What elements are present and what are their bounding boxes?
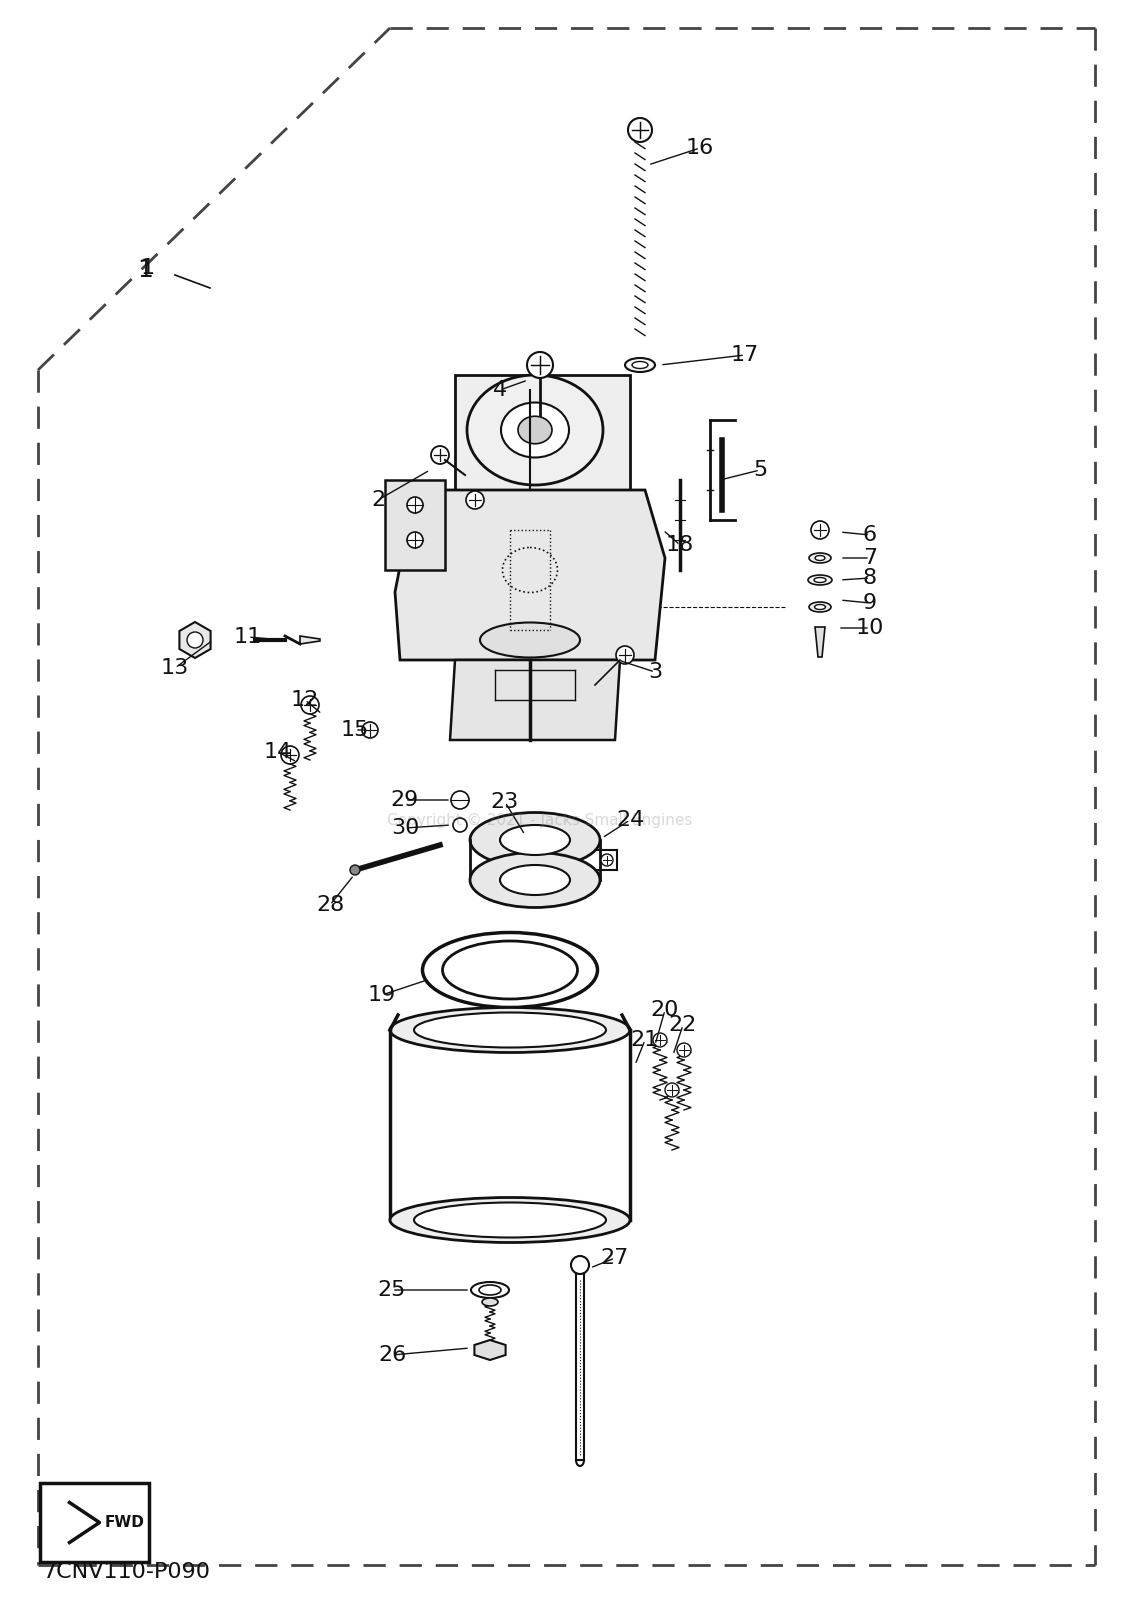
Circle shape: [350, 865, 360, 876]
Text: 2: 2: [371, 490, 385, 511]
Ellipse shape: [814, 605, 826, 610]
Text: FWD: FWD: [105, 1515, 144, 1531]
Text: 29: 29: [391, 789, 420, 810]
Circle shape: [811, 520, 829, 540]
Circle shape: [616, 645, 634, 664]
FancyBboxPatch shape: [385, 480, 446, 570]
Text: 20: 20: [651, 1001, 679, 1020]
Polygon shape: [475, 1340, 505, 1359]
Ellipse shape: [500, 865, 570, 895]
Ellipse shape: [814, 578, 826, 583]
Ellipse shape: [390, 1007, 631, 1052]
Ellipse shape: [423, 932, 598, 1007]
Ellipse shape: [414, 1202, 606, 1238]
Text: 4: 4: [493, 379, 508, 400]
Text: 21: 21: [631, 1029, 659, 1050]
Text: 26: 26: [378, 1345, 406, 1366]
Ellipse shape: [809, 552, 831, 564]
Text: 16: 16: [686, 138, 714, 158]
Text: 3: 3: [647, 661, 662, 682]
Ellipse shape: [470, 812, 600, 868]
Ellipse shape: [501, 402, 569, 458]
Text: 7CNV110-P090: 7CNV110-P090: [42, 1563, 210, 1582]
Text: 28: 28: [316, 895, 344, 916]
Ellipse shape: [442, 941, 578, 999]
Polygon shape: [300, 636, 320, 644]
Ellipse shape: [500, 825, 570, 855]
Text: 1: 1: [138, 258, 153, 282]
Text: 7: 7: [863, 548, 878, 568]
Text: 24: 24: [616, 810, 644, 829]
Text: 27: 27: [601, 1249, 629, 1268]
Polygon shape: [450, 660, 620, 740]
Ellipse shape: [481, 623, 580, 658]
Text: 30: 30: [390, 818, 420, 837]
Circle shape: [362, 722, 378, 738]
Ellipse shape: [816, 556, 825, 560]
Polygon shape: [395, 490, 666, 660]
Ellipse shape: [470, 852, 600, 908]
Text: 23: 23: [491, 792, 519, 812]
Ellipse shape: [467, 375, 603, 485]
Ellipse shape: [632, 362, 647, 368]
Ellipse shape: [414, 1012, 606, 1047]
Circle shape: [466, 492, 484, 509]
Text: 6: 6: [863, 525, 878, 544]
Circle shape: [281, 746, 299, 764]
Text: 9: 9: [863, 592, 878, 613]
Circle shape: [653, 1033, 667, 1047]
Ellipse shape: [479, 1286, 501, 1295]
Text: 10: 10: [856, 618, 884, 639]
Text: 17: 17: [731, 344, 759, 365]
Polygon shape: [179, 623, 211, 658]
Text: 12: 12: [291, 690, 319, 709]
Ellipse shape: [472, 1282, 509, 1298]
Polygon shape: [816, 628, 825, 656]
Circle shape: [601, 853, 613, 866]
Text: 15: 15: [341, 720, 369, 740]
Text: 25: 25: [378, 1281, 406, 1300]
Ellipse shape: [482, 1298, 497, 1306]
Circle shape: [301, 696, 319, 714]
Circle shape: [527, 352, 553, 378]
Text: 8: 8: [863, 568, 878, 588]
Circle shape: [187, 632, 203, 648]
Circle shape: [677, 1042, 691, 1057]
Text: 5: 5: [752, 459, 767, 480]
FancyBboxPatch shape: [455, 375, 631, 490]
Circle shape: [453, 818, 467, 833]
Circle shape: [407, 532, 423, 548]
Circle shape: [666, 1082, 679, 1097]
Circle shape: [628, 118, 652, 142]
Text: 14: 14: [264, 741, 292, 762]
Ellipse shape: [809, 602, 831, 612]
Text: 22: 22: [669, 1015, 697, 1034]
Text: 13: 13: [161, 658, 190, 677]
Circle shape: [431, 447, 449, 464]
Ellipse shape: [808, 575, 832, 584]
Text: Copyright © 2021 - Jacks Small Engines: Copyright © 2021 - Jacks Small Engines: [387, 812, 693, 828]
Ellipse shape: [518, 416, 552, 443]
Text: 18: 18: [666, 535, 694, 556]
Ellipse shape: [625, 359, 655, 371]
Text: 11: 11: [233, 628, 262, 647]
Ellipse shape: [390, 1198, 631, 1242]
Circle shape: [407, 496, 423, 512]
Circle shape: [451, 791, 469, 809]
Text: 1: 1: [141, 258, 155, 279]
Text: 19: 19: [368, 985, 396, 1005]
